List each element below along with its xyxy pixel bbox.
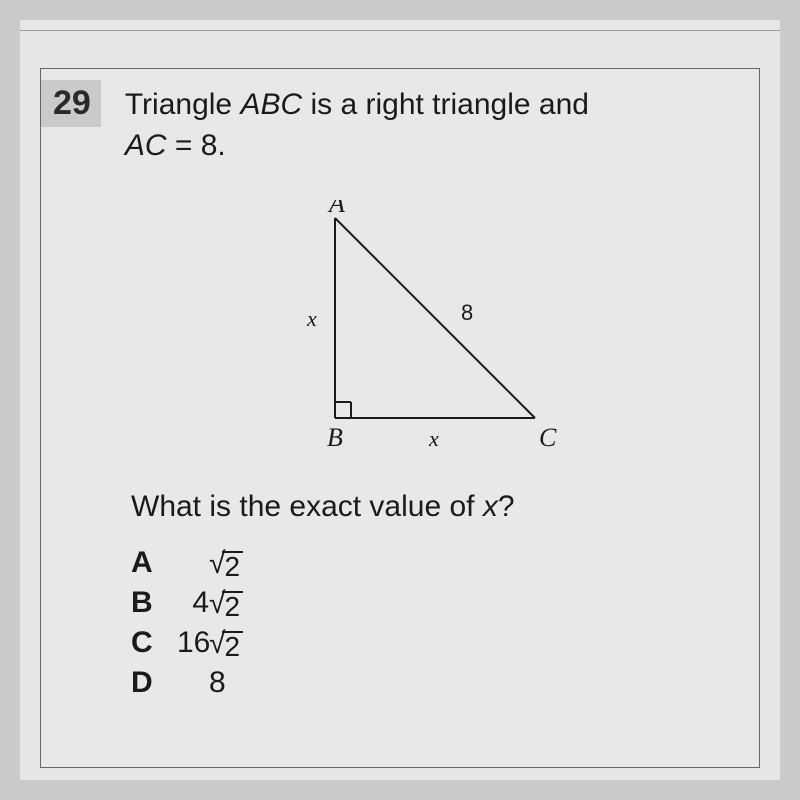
choice-b[interactable]: B 4 √2: [131, 586, 759, 620]
question-part-2: ?: [498, 490, 515, 523]
choice-b-value: √2: [209, 587, 243, 619]
question-variable: x: [483, 490, 498, 523]
worksheet-page: 29 Triangle ABC is a right triangle and …: [20, 20, 780, 780]
choice-letter-b: B: [131, 586, 177, 620]
svg-text:B: B: [327, 423, 343, 452]
choice-letter-a: A: [131, 546, 177, 580]
prompt-text-1: Triangle: [125, 88, 241, 121]
prompt-triangle-name: ABC: [240, 88, 302, 121]
choice-c[interactable]: C 16 √2: [131, 626, 759, 660]
radicand-a: 2: [222, 551, 243, 579]
radicand-c: 2: [222, 631, 243, 659]
svg-text:x: x: [428, 426, 439, 451]
choice-letter-c: C: [131, 626, 177, 660]
problem-prompt: Triangle ABC is a right triangle and AC …: [101, 81, 741, 166]
question-text: What is the exact value of x?: [41, 490, 759, 524]
choice-letter-d: D: [131, 666, 177, 700]
prompt-equals: = 8.: [167, 129, 226, 162]
problem-box: 29 Triangle ABC is a right triangle and …: [40, 68, 760, 768]
svg-text:8: 8: [461, 300, 473, 325]
choice-b-prefix: 4: [177, 586, 209, 620]
choice-d-value: 8: [209, 666, 226, 700]
choice-d[interactable]: D 8: [131, 666, 759, 700]
triangle-diagram: A B Cx x 8: [220, 200, 580, 460]
choice-c-prefix: 16: [177, 626, 209, 660]
answer-choices: A √2 B 4 √2 C 16 √2 D: [41, 546, 759, 700]
question-part-1: What is the exact value of: [131, 490, 483, 523]
svg-text:A: A: [327, 200, 345, 218]
problem-header: 29 Triangle ABC is a right triangle and …: [41, 69, 759, 170]
radicand-b: 2: [222, 591, 243, 619]
page-top-rule: [20, 30, 780, 31]
prompt-text-2: is a right triangle and: [302, 88, 589, 121]
choice-a[interactable]: A √2: [131, 546, 759, 580]
prompt-segment: AC: [125, 129, 167, 162]
svg-text:x: x: [306, 306, 317, 331]
svg-text:C: C: [539, 423, 557, 452]
diagram-container: A B Cx x 8: [41, 200, 759, 460]
choice-c-value: √2: [209, 627, 243, 659]
choice-a-value: √2: [209, 547, 243, 579]
problem-number-badge: 29: [41, 80, 101, 127]
